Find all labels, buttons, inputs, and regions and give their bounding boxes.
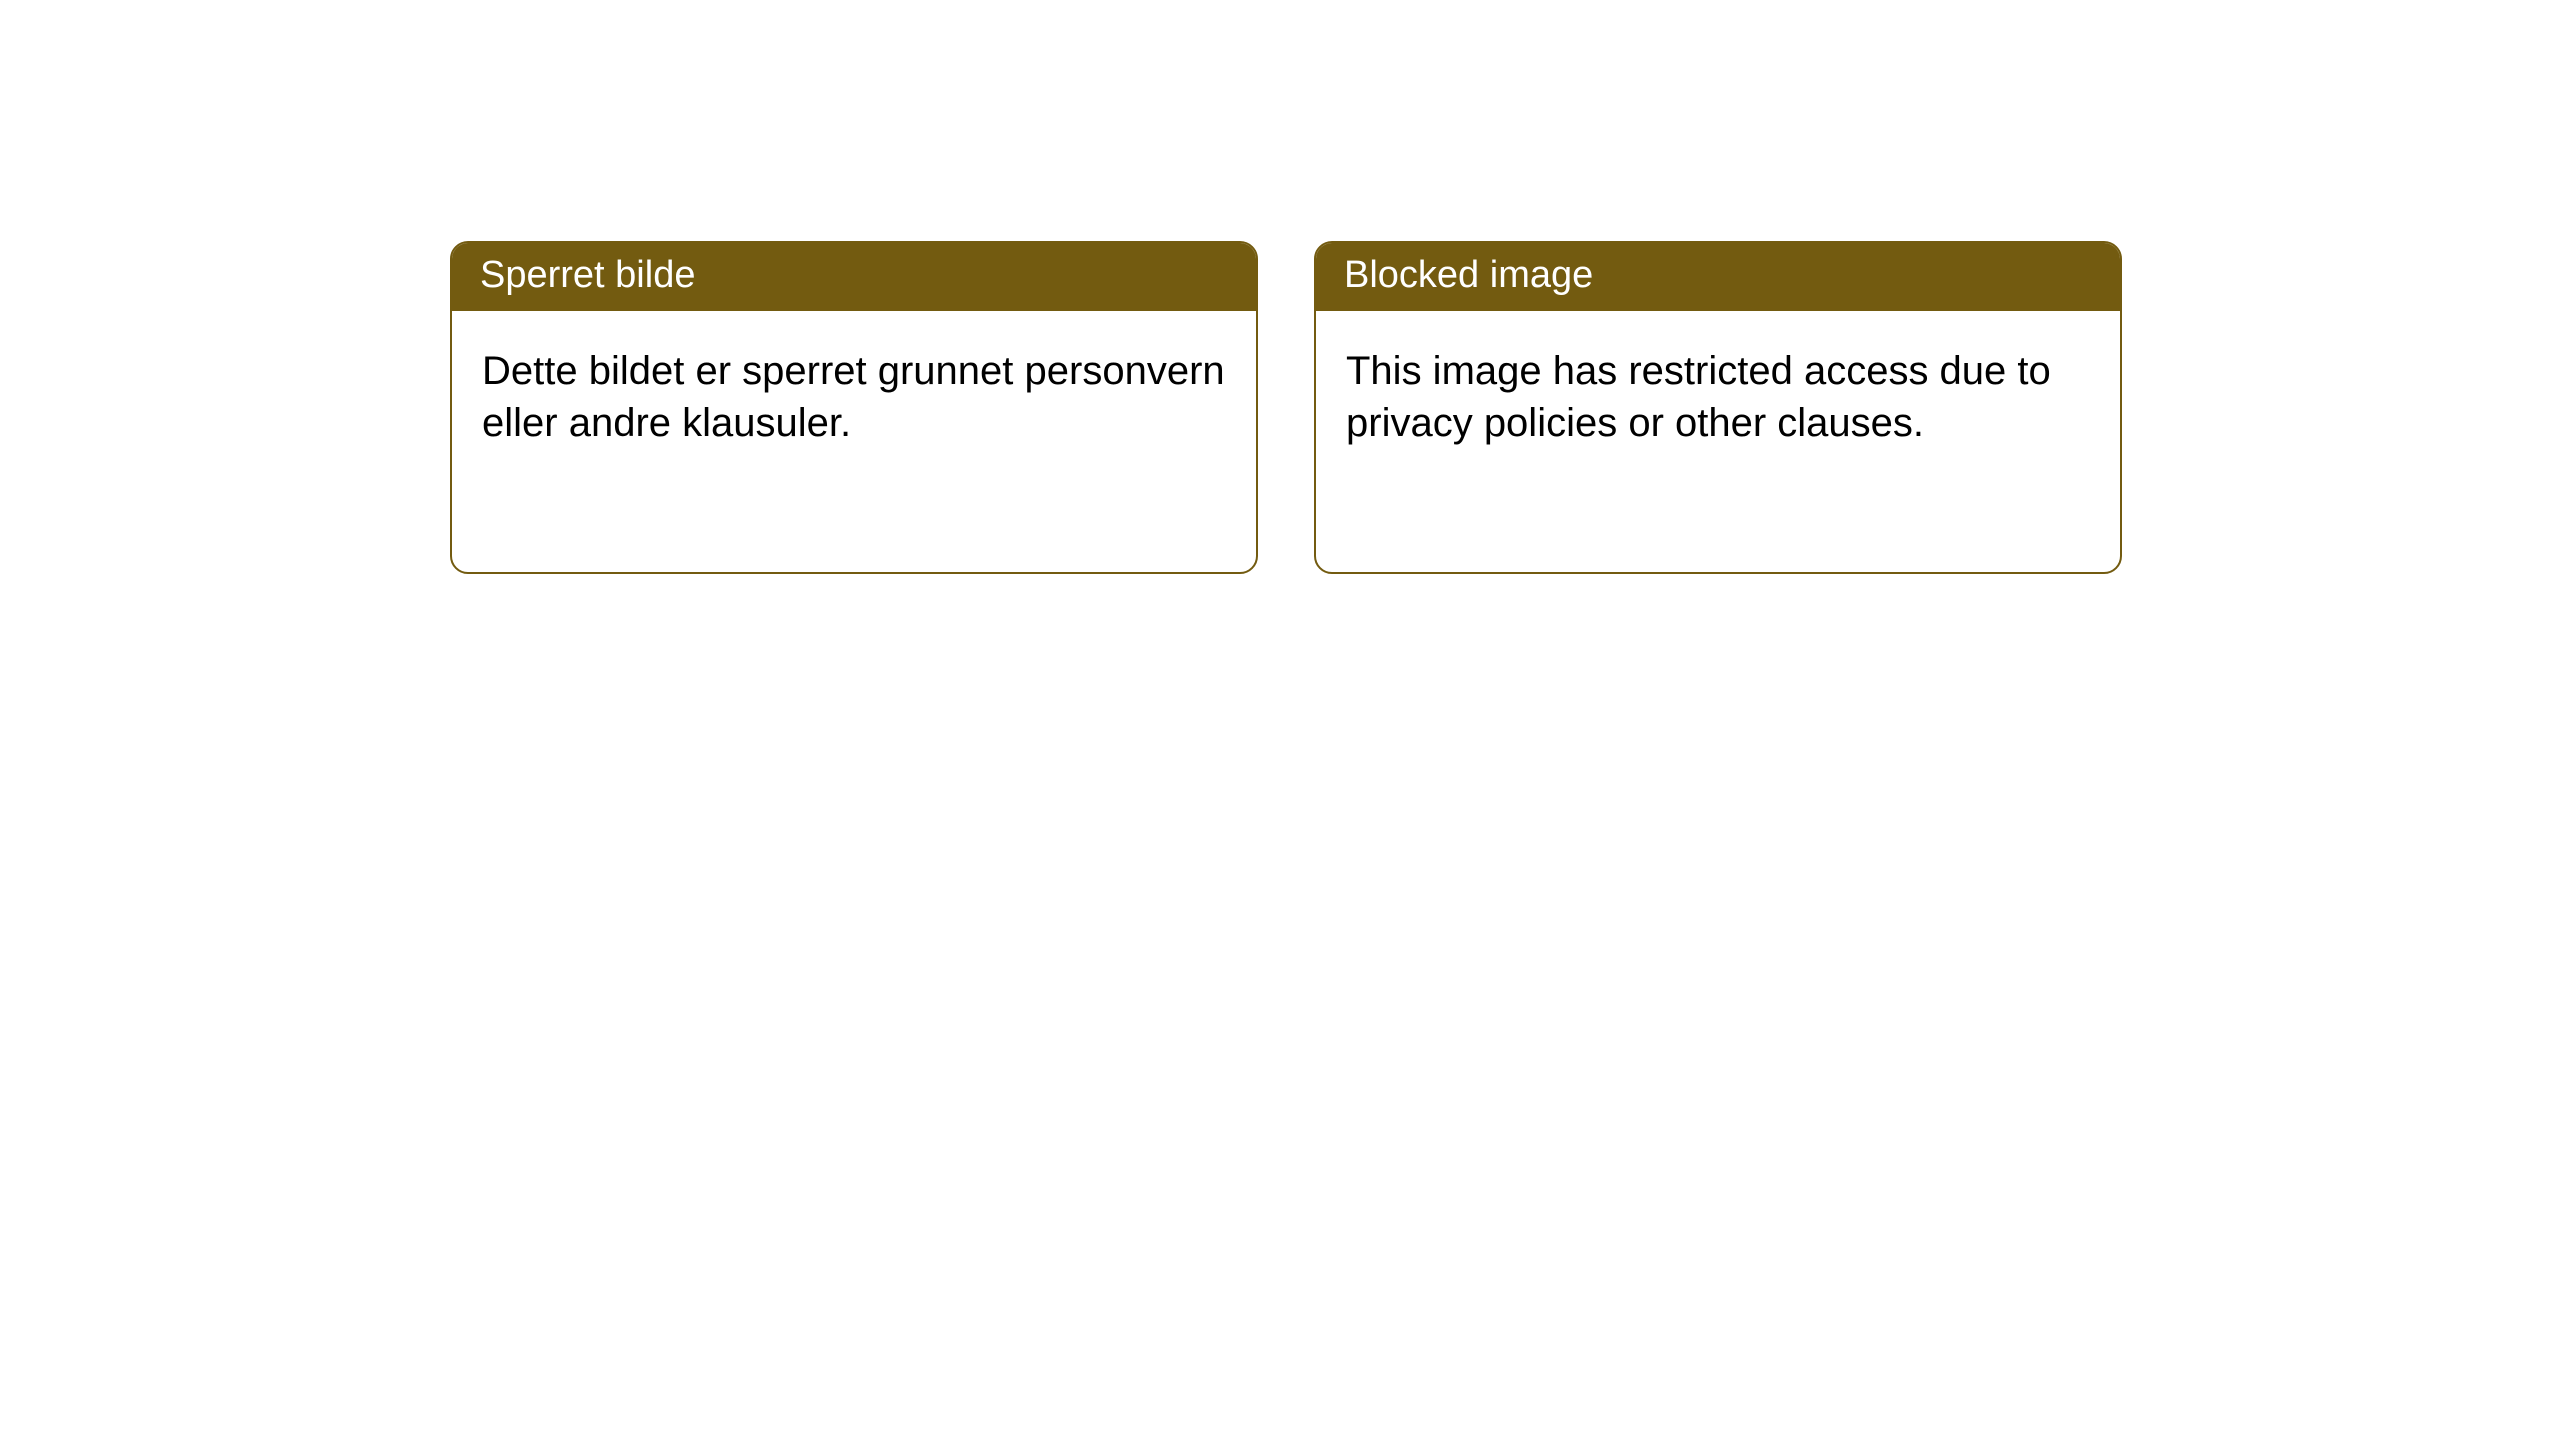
notice-body: This image has restricted access due to … [1316,311,2120,483]
notice-header: Blocked image [1316,243,2120,311]
notice-box-english: Blocked image This image has restricted … [1314,241,2122,574]
notice-body: Dette bildet er sperret grunnet personve… [452,311,1256,483]
notice-header: Sperret bilde [452,243,1256,311]
notice-box-norwegian: Sperret bilde Dette bildet er sperret gr… [450,241,1258,574]
notice-container: Sperret bilde Dette bildet er sperret gr… [0,0,2560,574]
